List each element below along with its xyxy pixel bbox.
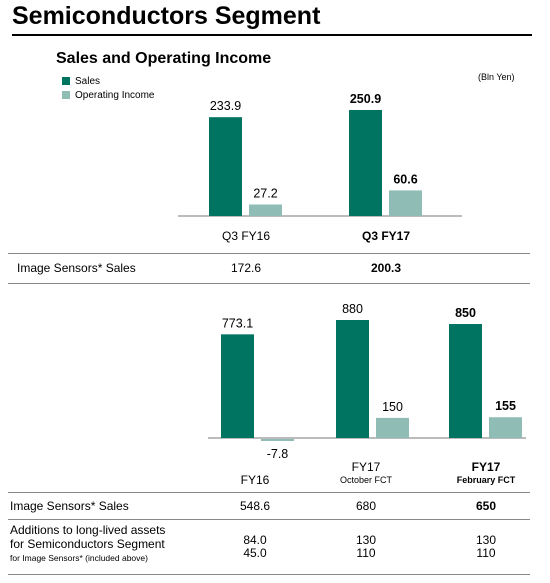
table-divider [8, 283, 530, 284]
section-title: Sales and Operating Income [56, 50, 272, 67]
category-label-q3-fy16: Q3 FY16 [221, 229, 271, 243]
page-title: Semiconductors Segment [12, 2, 321, 30]
assets-label-line-3: for Image Sensors* (included above) [10, 553, 148, 563]
data-label-operating-income-fy17-october-fct: 150 [382, 400, 403, 414]
bar-sales-q3-fy17 [349, 110, 382, 216]
bar-sales-fy17-october-fct [336, 320, 369, 438]
bar-operating-income-fy17-february-fct [489, 417, 522, 438]
assets-segment-fy16: 84.0 [243, 533, 267, 547]
legend-label-sales: Sales [75, 75, 101, 87]
data-label-sales-q3-fy17: 250.9 [350, 92, 381, 106]
table-divider [8, 519, 530, 520]
legend-swatch-operating-income [62, 91, 70, 99]
legend-swatch-sales [62, 77, 70, 85]
bar-sales-q3-fy16 [209, 117, 242, 216]
category-label-fy17-february-sub: February FCT [456, 475, 516, 485]
category-label-fy16: FY16 [240, 473, 270, 487]
assets-segment-fy17-february: 130 [475, 533, 497, 547]
annual-sensors-sales-fy17-february: 650 [475, 499, 497, 513]
category-label-fy17-october: FY17 October FCT [316, 461, 416, 487]
annual-sensors-sales-fy17-october: 680 [355, 499, 377, 513]
data-label-operating-income-fy16: -7.8 [267, 447, 289, 461]
data-label-sales-q3-fy16: 233.9 [210, 99, 241, 113]
assets-segment-fy17-october: 130 [355, 533, 377, 547]
title-divider [12, 34, 532, 36]
assets-values-fy17-february: 130 110 [446, 534, 526, 560]
legend-item-operating-income: Operating Income [62, 88, 155, 102]
legend-label-operating-income: Operating Income [75, 89, 155, 101]
category-label-fy17-october-main: FY17 [351, 460, 381, 474]
bar-sales-fy16 [221, 334, 254, 438]
data-label-sales-fy16: 773.1 [222, 316, 253, 330]
assets-sensors-fy16: 45.0 [243, 546, 267, 560]
data-label-operating-income-q3-fy16: 27.2 [253, 187, 277, 201]
chart-legend: Sales Operating Income [62, 74, 155, 102]
category-label-fy17-february: FY17 February FCT [436, 461, 536, 487]
category-label-fy17-february-main: FY17 [471, 460, 501, 474]
data-label-operating-income-fy17-february-fct: 155 [495, 399, 516, 413]
quarter-sensors-sales-label: Image Sensors* Sales [17, 261, 136, 275]
category-label-fy17-october-sub: October FCT [339, 475, 392, 485]
table-divider [8, 574, 530, 575]
legend-item-sales: Sales [62, 74, 155, 88]
bar-operating-income-fy17-october-fct [376, 417, 409, 438]
quarter-sensors-sales-q3-fy17: 200.3 [370, 261, 402, 275]
assets-values-fy17-october: 130 110 [326, 534, 406, 560]
assets-label: Additions to long-lived assets for Semic… [10, 523, 165, 565]
assets-sensors-fy17-october: 110 [356, 546, 376, 560]
assets-values-fy16: 84.0 45.0 [215, 534, 295, 560]
table-divider [8, 253, 530, 254]
assets-sensors-fy17-february: 110 [476, 546, 496, 560]
annual-sensors-sales-fy16: 548.6 [239, 499, 271, 513]
quarter-sensors-sales-q3-fy16: 172.6 [230, 261, 262, 275]
data-label-operating-income-q3-fy17: 60.6 [393, 172, 417, 186]
unit-label: (Bln Yen) [478, 72, 515, 82]
data-label-sales-fy17-february-fct: 850 [455, 306, 476, 320]
table-divider [8, 492, 530, 493]
annual-sensors-sales-label: Image Sensors* Sales [10, 499, 129, 513]
bar-operating-income-fy16 [261, 439, 294, 441]
category-label-q3-fy17: Q3 FY17 [361, 229, 411, 243]
bar-operating-income-q3-fy16 [249, 204, 282, 216]
assets-label-line-1: Additions to long-lived assets [10, 523, 166, 537]
data-label-sales-fy17-october-fct: 880 [342, 302, 363, 316]
bar-operating-income-q3-fy17 [389, 190, 422, 216]
assets-label-line-2: for Semiconductors Segment [10, 537, 165, 551]
bar-sales-fy17-february-fct [449, 324, 482, 438]
